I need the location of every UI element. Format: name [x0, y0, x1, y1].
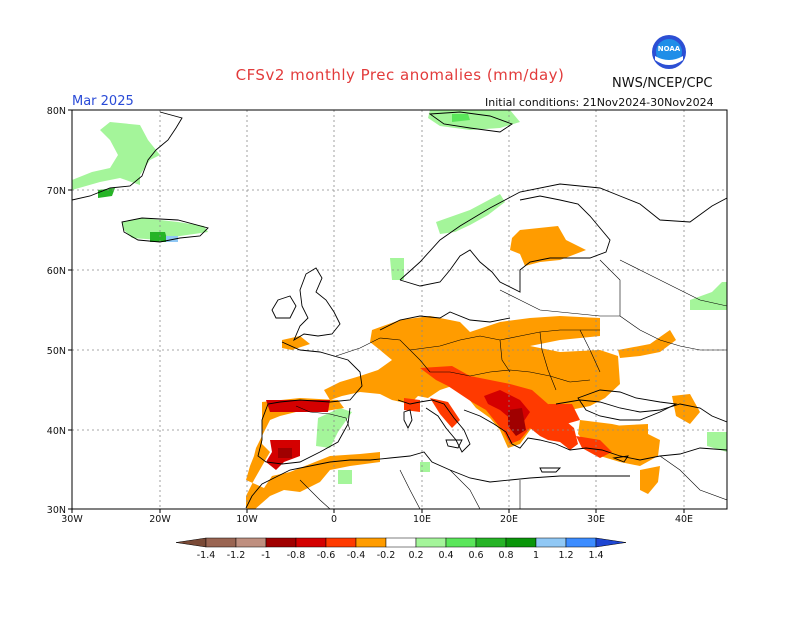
lon-tick-label: 30W	[61, 514, 83, 525]
lon-tick-labels: 30W 20W 10W 0 10E 20E 30E 40E	[61, 514, 693, 525]
lat-tick-label: 70N	[47, 186, 66, 197]
colorbar-swatch	[535, 537, 567, 548]
lat-tick-label: 60N	[47, 266, 66, 277]
map-title: CFSv2 monthly Prec anomalies (mm/day)	[235, 66, 565, 84]
colorbar-label: -1.4	[197, 550, 216, 561]
colorbar-swatch	[505, 537, 537, 548]
colorbar-label: -0.4	[347, 550, 366, 561]
colorbar-swatch	[325, 537, 357, 548]
colorbar-swatch	[355, 537, 387, 548]
anomaly-fields	[72, 110, 727, 509]
colorbar-swatch	[445, 537, 477, 548]
colorbar-label: -0.6	[317, 550, 336, 561]
colorbar-label: 1.2	[558, 550, 573, 561]
svg-text:NOAA: NOAA	[658, 45, 681, 53]
colorbar-label: -1.2	[227, 550, 246, 561]
colorbar-label: 1.4	[588, 550, 603, 561]
lat-tick-label: 40N	[47, 426, 66, 437]
colorbar-label: 0.4	[438, 550, 453, 561]
agency-label: NWS/NCEP/CPC	[612, 76, 713, 91]
map-frame	[71, 109, 728, 510]
colorbar-swatch	[565, 537, 597, 548]
colorbar-label: 0.6	[468, 550, 483, 561]
colorbar-label: 1	[533, 550, 539, 561]
coastlines	[72, 111, 727, 509]
month-label: Mar 2025	[72, 94, 134, 109]
colorbar-label: 0.2	[408, 550, 423, 561]
colorbar-swatch	[475, 537, 507, 548]
lon-tick-label: 20W	[149, 514, 171, 525]
colorbar-swatch	[265, 537, 297, 548]
colorbar-swatch	[205, 537, 237, 548]
colorbar-swatch	[175, 537, 207, 548]
lat-tick-label: 30N	[47, 505, 66, 516]
lon-tick-label: 10E	[413, 514, 431, 525]
lat-tick-label: 80N	[47, 106, 66, 117]
colorbar-swatch	[415, 537, 447, 548]
lat-tick-label: 50N	[47, 346, 66, 357]
colorbar-label: -1	[261, 550, 270, 561]
colorbar-label: 0.8	[498, 550, 513, 561]
colorbar-swatch	[295, 537, 327, 548]
graticule	[72, 110, 727, 509]
lon-tick-label: 40E	[675, 514, 693, 525]
colorbar-label: -0.2	[377, 550, 396, 561]
lon-tick-label: 0	[331, 514, 337, 525]
colorbar-swatch	[235, 537, 267, 548]
initial-conditions-label: Initial conditions: 21Nov2024-30Nov2024	[485, 96, 714, 109]
lon-tick-label: 10W	[236, 514, 258, 525]
colorbar-swatch	[595, 537, 627, 548]
lat-tick-labels: 30N 40N 50N 60N 70N 80N	[47, 106, 66, 516]
lon-tick-label: 20E	[500, 514, 518, 525]
colorbar-swatch	[385, 537, 417, 548]
colorbar: -1.4 -1.2 -1 -0.8 -0.6 -0.4 -0.2 0.2 0.4 0.6 0.8 1 1…	[175, 537, 627, 561]
colorbar-label: -0.8	[287, 550, 306, 561]
noaa-logo-icon: NOAA	[652, 35, 686, 69]
lon-tick-label: 30E	[587, 514, 605, 525]
borders	[295, 259, 727, 509]
